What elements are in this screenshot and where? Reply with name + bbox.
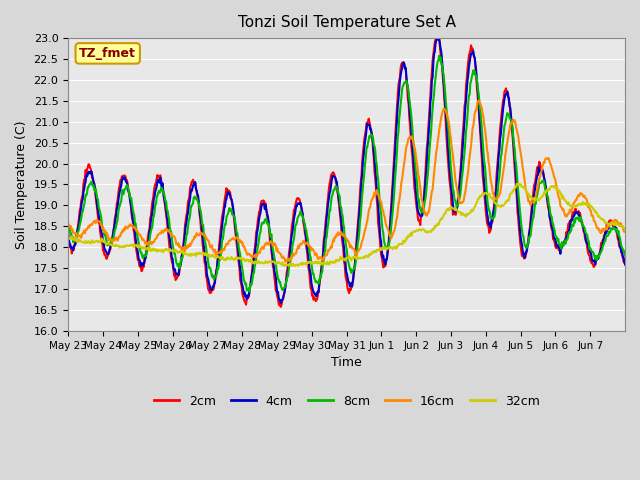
4cm — [621, 262, 629, 267]
4cm — [232, 228, 240, 233]
2cm — [436, 51, 444, 57]
4cm — [405, 94, 413, 99]
8cm — [436, 55, 444, 60]
2cm — [64, 237, 72, 242]
2cm — [232, 233, 240, 239]
Line: 16cm: 16cm — [68, 101, 625, 262]
32cm — [64, 236, 72, 242]
4cm — [436, 46, 444, 51]
8cm — [64, 224, 72, 229]
32cm — [130, 244, 138, 250]
16cm — [232, 234, 240, 240]
Text: TZ_fmet: TZ_fmet — [79, 47, 136, 60]
2cm — [130, 227, 138, 232]
2cm — [621, 261, 629, 267]
16cm — [621, 229, 629, 235]
4cm — [282, 286, 289, 291]
2cm — [260, 198, 268, 204]
8cm — [260, 220, 268, 226]
32cm — [281, 263, 289, 269]
Line: 8cm: 8cm — [68, 56, 625, 292]
8cm — [405, 91, 413, 96]
16cm — [260, 246, 268, 252]
Line: 4cm: 4cm — [68, 38, 625, 303]
16cm — [282, 259, 289, 265]
Line: 2cm: 2cm — [68, 38, 625, 307]
8cm — [232, 223, 240, 228]
2cm — [405, 102, 413, 108]
32cm — [621, 227, 629, 233]
4cm — [64, 230, 72, 236]
4cm — [130, 221, 138, 227]
16cm — [130, 225, 138, 230]
Line: 32cm: 32cm — [68, 184, 625, 266]
Legend: 2cm, 4cm, 8cm, 16cm, 32cm: 2cm, 4cm, 8cm, 16cm, 32cm — [148, 390, 545, 413]
2cm — [433, 35, 440, 41]
32cm — [405, 234, 413, 240]
16cm — [476, 98, 483, 104]
16cm — [64, 220, 72, 226]
32cm — [232, 254, 240, 260]
32cm — [260, 261, 268, 266]
8cm — [435, 53, 443, 59]
Title: Tonzi Soil Temperature Set A: Tonzi Soil Temperature Set A — [237, 15, 456, 30]
4cm — [260, 201, 268, 206]
32cm — [291, 263, 298, 269]
2cm — [282, 283, 289, 289]
X-axis label: Time: Time — [332, 356, 362, 369]
8cm — [282, 284, 289, 289]
32cm — [513, 181, 521, 187]
16cm — [405, 135, 413, 141]
4cm — [435, 36, 443, 41]
16cm — [436, 123, 444, 129]
Y-axis label: Soil Temperature (C): Soil Temperature (C) — [15, 120, 28, 249]
8cm — [130, 210, 138, 216]
8cm — [246, 289, 253, 295]
4cm — [277, 300, 285, 306]
16cm — [281, 255, 289, 261]
8cm — [621, 252, 629, 258]
32cm — [436, 218, 444, 224]
2cm — [277, 304, 285, 310]
